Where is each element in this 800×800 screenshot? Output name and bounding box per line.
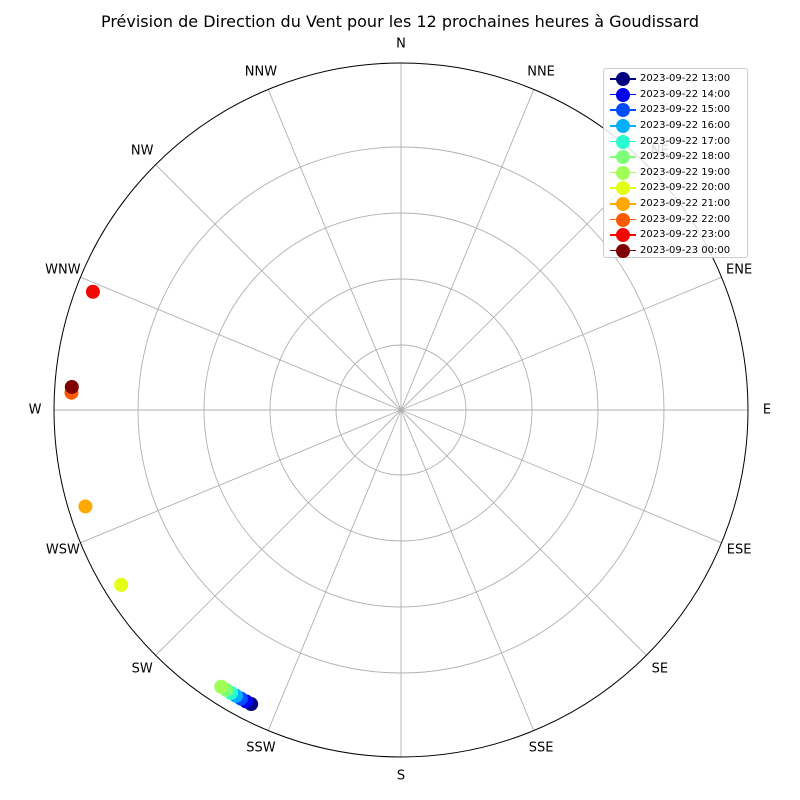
legend-label: 2023-09-22 20:00 — [640, 182, 731, 194]
grid-spoke — [400, 276, 722, 411]
legend-marker — [608, 134, 638, 149]
legend-label: 2023-09-22 21:00 — [640, 198, 731, 210]
direction-label-sw: SW — [132, 661, 153, 676]
legend: 2023-09-22 13:00 2023-09-22 14:00 2023-09-… — [603, 68, 748, 258]
legend-label: 2023-09-22 23:00 — [640, 229, 731, 241]
grid-spoke — [400, 409, 722, 544]
direction-label-ene: ENE — [726, 262, 752, 277]
legend-entry: 2023-09-22 16:00 — [608, 118, 747, 134]
legend-marker — [608, 149, 638, 165]
direction-label-w: W — [29, 403, 42, 418]
grid-spoke — [267, 89, 402, 411]
polar-frame — [53, 62, 749, 758]
legend-label: 2023-09-22 15:00 — [640, 104, 731, 116]
legend-marker — [608, 102, 638, 118]
grid-spoke — [400, 89, 535, 411]
legend-entry: 2023-09-22 17:00 — [608, 133, 747, 149]
legend-marker — [608, 165, 638, 180]
direction-label-wnw: WNW — [45, 262, 81, 277]
direction-label-ese: ESE — [727, 543, 752, 558]
direction-label-nw: NW — [131, 144, 154, 159]
legend-entry: 2023-09-22 22:00 — [608, 211, 747, 227]
grid-spoke — [400, 409, 647, 656]
legend-marker — [608, 180, 638, 196]
legend-marker — [608, 243, 638, 258]
legend-marker — [608, 196, 638, 212]
direction-label-nne: NNE — [527, 64, 555, 79]
grid-spoke — [400, 409, 535, 731]
direction-label-nnw: NNW — [245, 64, 277, 79]
wind-point — [114, 577, 129, 592]
grid-spoke — [155, 409, 402, 656]
legend-label: 2023-09-22 14:00 — [640, 88, 731, 100]
legend-entry: 2023-09-22 19:00 — [608, 165, 747, 181]
direction-label-n: N — [396, 37, 406, 52]
wind-points — [64, 284, 259, 712]
wind-point — [64, 379, 79, 394]
legend-entry: 2023-09-22 23:00 — [608, 227, 747, 243]
legend-marker — [608, 212, 638, 227]
direction-label-e: E — [763, 403, 771, 418]
direction-label-wsw: WSW — [46, 543, 80, 558]
wind-point — [214, 679, 229, 694]
legend-entry: 2023-09-22 15:00 — [608, 102, 747, 118]
direction-label-sse: SSE — [529, 741, 554, 756]
direction-label-ssw: SSW — [246, 741, 276, 756]
chart-title: Prévision de Direction du Vent pour les … — [100, 12, 700, 31]
grid-spoke — [267, 409, 402, 731]
legend-marker — [608, 227, 638, 243]
direction-labels: NNNENEENEEESESESSESSSWSWWSWWWNWNWNNW — [29, 37, 772, 784]
legend-entry: 2023-09-22 20:00 — [608, 180, 747, 196]
legend-marker — [608, 71, 638, 87]
grid-spoke — [155, 164, 402, 411]
legend-marker — [608, 87, 638, 102]
legend-marker — [608, 118, 638, 134]
legend-label: 2023-09-22 22:00 — [640, 213, 731, 225]
legend-entry: 2023-09-22 18:00 — [608, 149, 747, 165]
wind-point — [85, 284, 100, 299]
direction-label-se: SE — [652, 661, 668, 676]
legend-label: 2023-09-22 16:00 — [640, 120, 731, 132]
legend-label: 2023-09-22 18:00 — [640, 151, 731, 163]
legend-label: 2023-09-23 00:00 — [640, 244, 731, 256]
legend-entry: 2023-09-22 21:00 — [608, 196, 747, 212]
legend-label: 2023-09-22 17:00 — [640, 135, 731, 147]
legend-label: 2023-09-22 19:00 — [640, 166, 731, 178]
legend-entry: 2023-09-22 13:00 — [608, 71, 747, 87]
wind-point — [78, 499, 93, 514]
legend-entry: 2023-09-22 14:00 — [608, 87, 747, 103]
legend-label: 2023-09-22 13:00 — [640, 73, 731, 85]
polar-grid — [53, 62, 749, 758]
grid-spoke — [80, 276, 402, 411]
legend-entry: 2023-09-23 00:00 — [608, 243, 747, 259]
direction-label-s: S — [397, 769, 405, 784]
grid-spoke — [80, 409, 402, 544]
